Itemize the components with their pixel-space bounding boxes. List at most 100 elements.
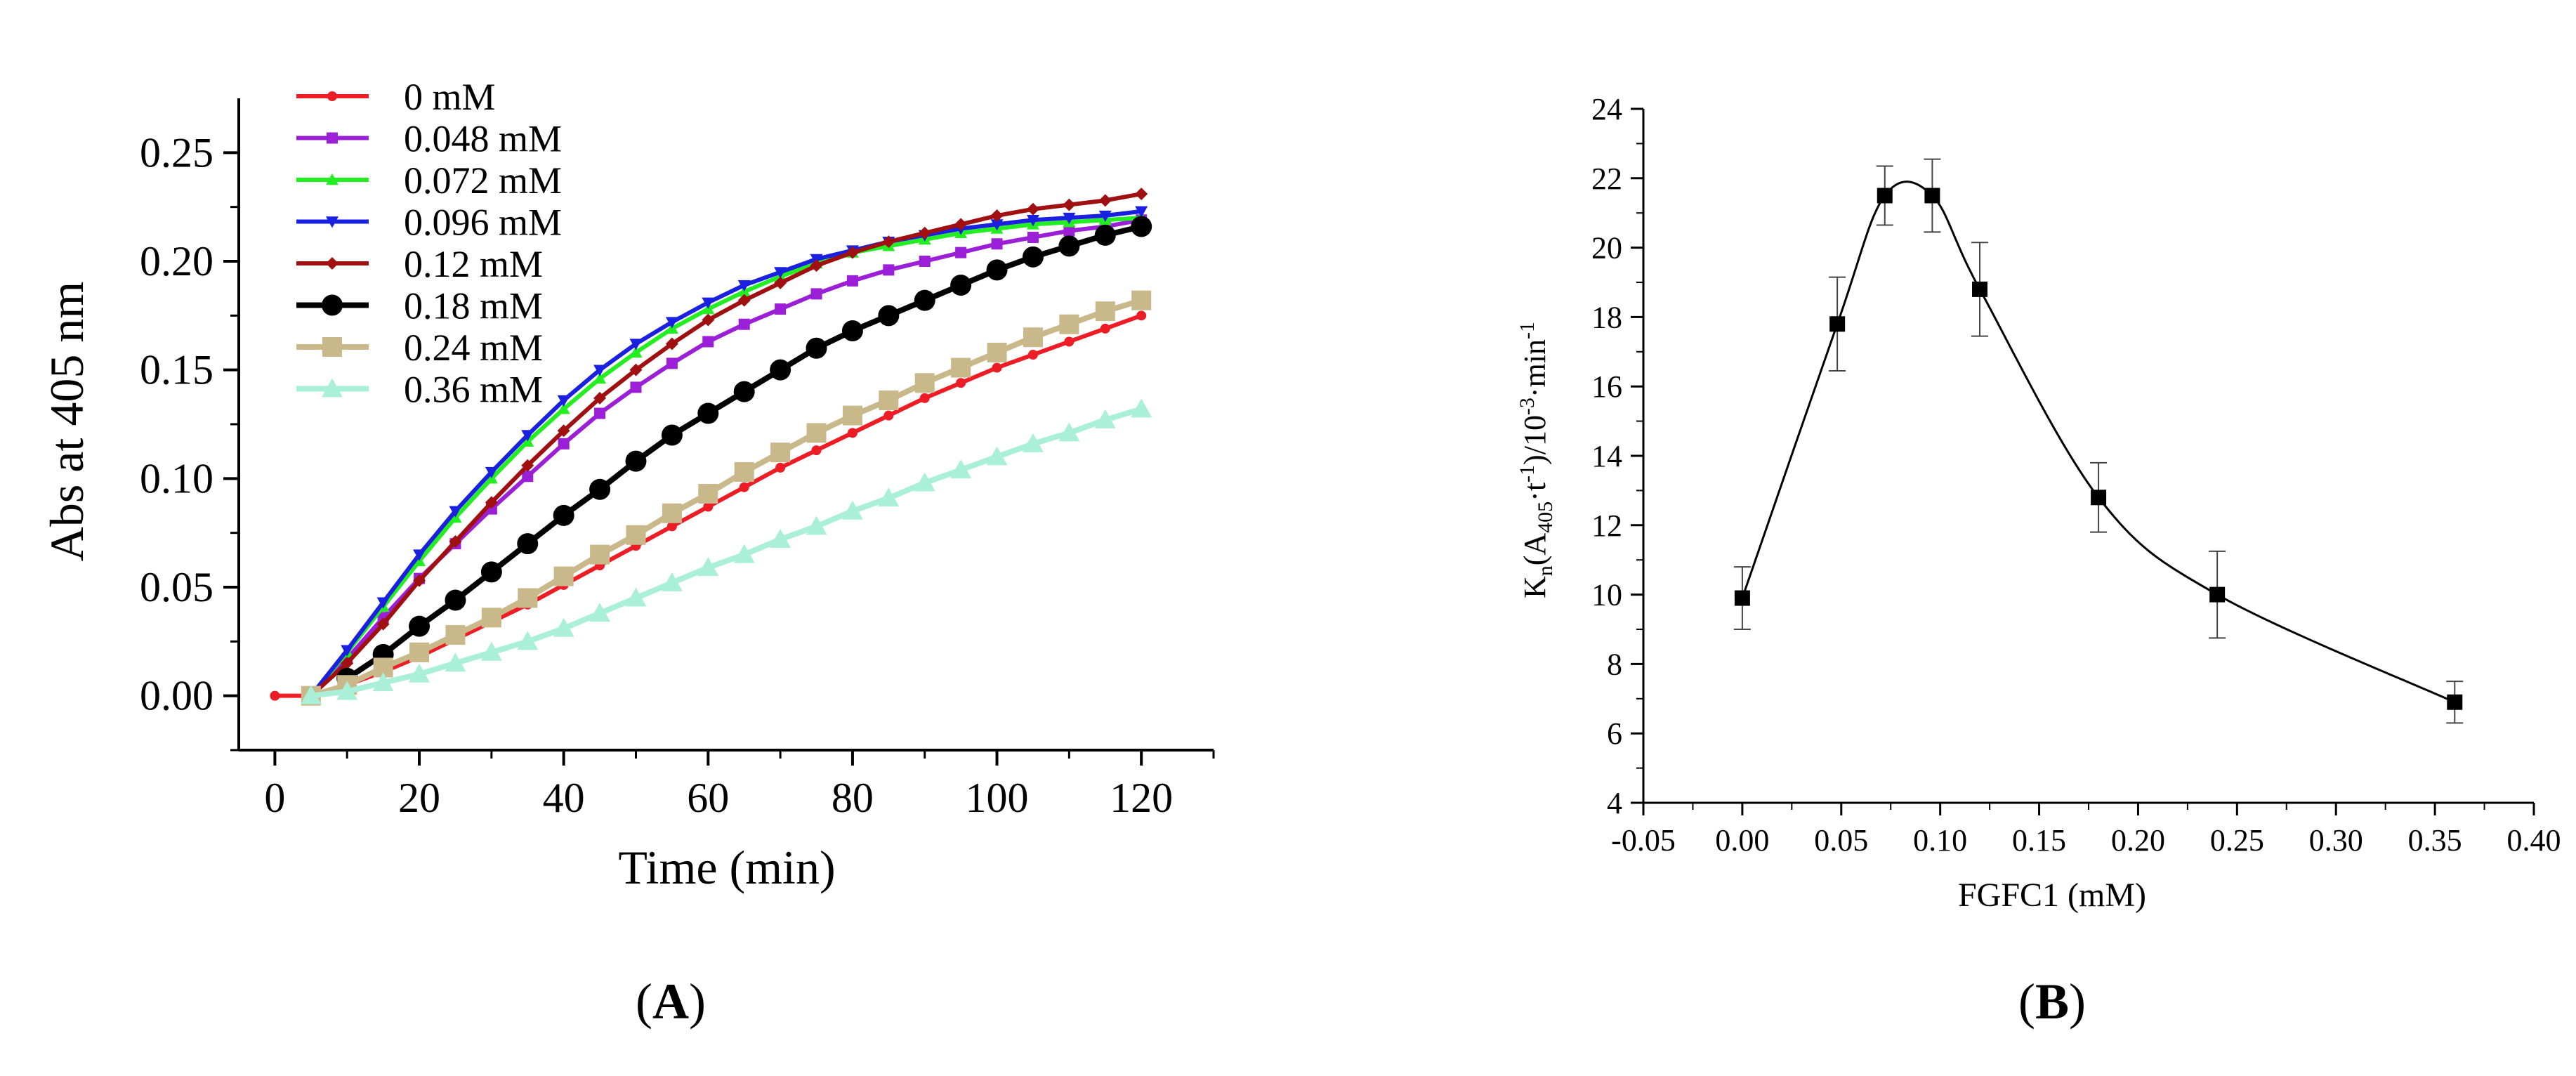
panel-a-point-series-0-12-mm [846,246,859,259]
panel-a-point-series-0-096-mm [1135,206,1148,218]
panel-a-point-series-0-mm [1136,310,1147,321]
panel-a-line-series-0-12-mm [309,192,1142,697]
panel-a-point-series-0-36-mm [733,544,755,563]
panel-b-x-axis-label: FGFC1 (mM) [1958,877,2146,914]
panel-b-point [1734,590,1750,606]
panel-a-y-tick-label: 0.05 [140,564,213,610]
panel-a-point-series-0-096-mm [1026,215,1039,227]
legend-label: 0.096 mM [404,202,562,244]
panel-a-point-series-0-18-mm [480,561,502,583]
panel-a-point-series-0-18-mm [661,424,683,446]
panel-a-point-series-0-mm [775,462,786,473]
panel-a-point-series-0-12-mm [774,276,787,289]
panel-a-y-tick-label: 0.15 [140,347,213,393]
panel-a-point-series-0-12-mm [413,574,426,587]
panel-a-y-tick-label: 0.25 [140,129,213,176]
legend-swatch-marker [327,91,337,101]
panel-a-point-series-0-048-mm [1063,225,1075,237]
panel-a-point-series-0-072-mm [593,372,607,384]
panel-b-y-tick-label: 4 [1607,786,1622,820]
panel-a-point-series-0-18-mm [950,275,972,296]
panel-a-point-series-0-18-mm [878,305,900,327]
panel-b-y-tick-label: 6 [1607,716,1622,751]
panel-a-point-series-0-048-mm [775,303,787,315]
panel-a-point-series-0-048-mm [991,238,1003,250]
panel-a-point-series-0-36-mm [1131,398,1152,418]
panel-a-point-series-0-12-mm [341,657,354,670]
panel-b-x-tick-label: 0.05 [1814,823,1868,858]
panel-a-label: (A) [636,973,706,1030]
panel-a-point-series-0-36-mm [445,652,466,672]
panel-a-point-series-0-36-mm [372,672,394,692]
panel-a-point-series-0-36-mm [409,663,431,683]
panel-a-legend: 0 mM0.048 mM0.072 mM0.096 mM0.12 mM0.18 … [296,76,562,411]
panel-a-point-series-0-24-mm [1095,301,1115,322]
legend-label: 0.18 mM [404,285,543,327]
panel-a-point-series-0-18-mm [914,289,935,311]
panel-a-point-series-0-096-mm [413,549,426,561]
panel-a-point-series-0-096-mm [629,339,643,350]
panel-a-point-series-0-18-mm [1022,246,1044,268]
panel-a-point-series-0-18-mm [589,478,611,500]
panel-b-y-tick-label: 20 [1591,231,1622,265]
panel-a-point-series-0-18-mm [806,337,827,359]
panel-a-point-series-0-12-mm [737,294,751,307]
panel-a-point-series-0-24-mm [842,405,862,426]
panel-a-point-series-0-24-mm [518,588,538,608]
legend-swatch-marker [322,294,343,316]
panel-a-point-series-0-048-mm [955,247,967,258]
panel-a-point-series-0-24-mm [879,390,899,410]
panel-a-point-series-0-18-mm [1094,224,1116,246]
panel-a-point-series-0-36-mm [553,617,574,637]
panel-a-point-series-0-18-mm [1058,235,1080,257]
panel-a-point-series-0-24-mm [1059,314,1079,334]
legend-label: 0.048 mM [404,118,562,160]
panel-a-point-series-0-mm [847,428,857,438]
panel-a-series [270,188,1152,706]
panel-a-point-series-0-096-mm [1098,210,1112,223]
panel-a-point-series-0-096-mm [557,395,570,407]
panel-b-y-tick-labels: 4 6 8 10 12 14 16 18 20 22 24 [1591,92,1622,820]
panel-a-point-series-0-mm [666,521,677,532]
panel-a-point-series-0-096-mm [376,597,390,609]
panel-a-point-series-0-18-mm [841,320,863,341]
panel-a-point-series-0-36-mm [517,631,539,650]
panel-b-point [1829,316,1846,332]
panel-a-point-series-0-048-mm [919,256,931,267]
panel-a-point-series-0-mm [883,410,894,421]
panel-a-chart: 0 20 40 60 80 100 120 0.00 0.05 0.10 0.15 0.20 0.25… [40,76,1215,1030]
panel-b-x-tick-labels: -0.05 0.00 0.05 0.10 0.15 0.20 0.25 0.30 0.35 0.4… [1611,823,2561,858]
panel-a-point-series-0-18-mm [1131,216,1152,237]
panel-a-point-series-0-096-mm [341,645,354,657]
panel-b-point [2209,586,2226,603]
panel-a-point-series-0-12-mm [1098,194,1112,207]
legend-label: 0.36 mM [404,369,543,411]
panel-b-x-tick-label: 0.00 [1715,823,1769,858]
panel-a-point-series-0-36-mm [697,557,719,577]
panel-a-point-series-0-36-mm [625,587,647,607]
panel-a-point-series-0-36-mm [986,446,1008,466]
panel-a-x-tick-label: 0 [264,775,285,821]
panel-a-point-series-0-12-mm [376,617,390,631]
panel-a-x-tick-labels: 0 20 40 60 80 100 120 [264,775,1173,821]
panel-a-point-series-0-36-mm [1058,422,1080,442]
panel-b-x-tick-label: 0.35 [2408,823,2462,858]
panel-a-point-series-0-18-mm [517,533,539,555]
panel-b-y-tick-label: 12 [1591,509,1622,543]
panel-a-point-series-0-18-mm [986,259,1008,281]
panel-a-point-series-0-12-mm [449,535,462,549]
panel-a-point-series-0-mm [992,362,1002,373]
panel-a-point-series-0-36-mm [841,500,863,520]
panel-b-y-tick-label: 22 [1591,162,1622,196]
panel-a-point-series-0-36-mm [1022,433,1044,452]
panel-a-point-series-0-12-mm [665,337,678,350]
panel-a-point-series-0-12-mm [882,235,895,249]
panel-b-points [1733,158,2464,724]
panel-b-point [1877,188,1893,204]
panel-a-y-axis-label: Abs at 405 nm [40,282,93,562]
legend-label: 0.072 mM [404,159,562,202]
panel-a-point-series-0-24-mm [951,357,971,378]
panel-a-point-series-0-12-mm [1063,198,1076,211]
panel-b-y-tick-label: 10 [1591,578,1622,612]
